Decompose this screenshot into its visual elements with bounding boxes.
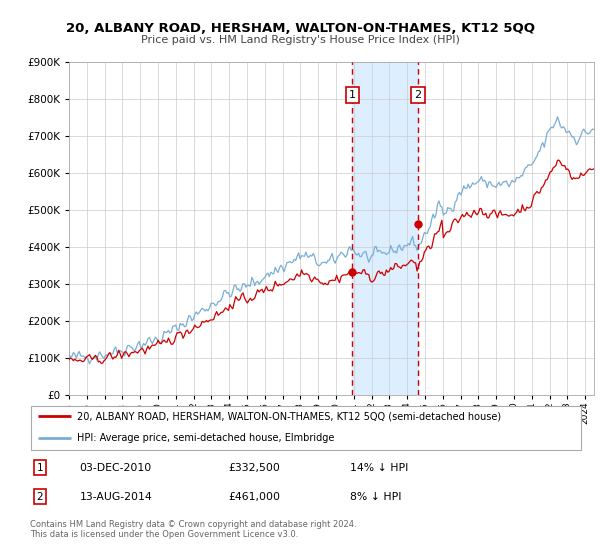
Text: Contains HM Land Registry data © Crown copyright and database right 2024.: Contains HM Land Registry data © Crown c… bbox=[30, 520, 356, 529]
Text: 2: 2 bbox=[415, 90, 422, 100]
Text: Price paid vs. HM Land Registry's House Price Index (HPI): Price paid vs. HM Land Registry's House … bbox=[140, 35, 460, 45]
Bar bbox=[352, 62, 418, 395]
Text: 20, ALBANY ROAD, HERSHAM, WALTON-ON-THAMES, KT12 5QQ (semi-detached house): 20, ALBANY ROAD, HERSHAM, WALTON-ON-THAM… bbox=[77, 412, 501, 422]
Text: 2: 2 bbox=[37, 492, 43, 502]
Text: 20, ALBANY ROAD, HERSHAM, WALTON-ON-THAMES, KT12 5QQ: 20, ALBANY ROAD, HERSHAM, WALTON-ON-THAM… bbox=[65, 22, 535, 35]
Text: £461,000: £461,000 bbox=[229, 492, 281, 502]
Text: 8% ↓ HPI: 8% ↓ HPI bbox=[350, 492, 401, 502]
FancyBboxPatch shape bbox=[31, 406, 581, 450]
Text: 1: 1 bbox=[37, 463, 43, 473]
Text: £332,500: £332,500 bbox=[229, 463, 281, 473]
Text: HPI: Average price, semi-detached house, Elmbridge: HPI: Average price, semi-detached house,… bbox=[77, 433, 334, 444]
Text: This data is licensed under the Open Government Licence v3.0.: This data is licensed under the Open Gov… bbox=[30, 530, 298, 539]
Text: 03-DEC-2010: 03-DEC-2010 bbox=[80, 463, 152, 473]
Text: 14% ↓ HPI: 14% ↓ HPI bbox=[350, 463, 409, 473]
Text: 13-AUG-2014: 13-AUG-2014 bbox=[80, 492, 152, 502]
Text: 1: 1 bbox=[349, 90, 356, 100]
